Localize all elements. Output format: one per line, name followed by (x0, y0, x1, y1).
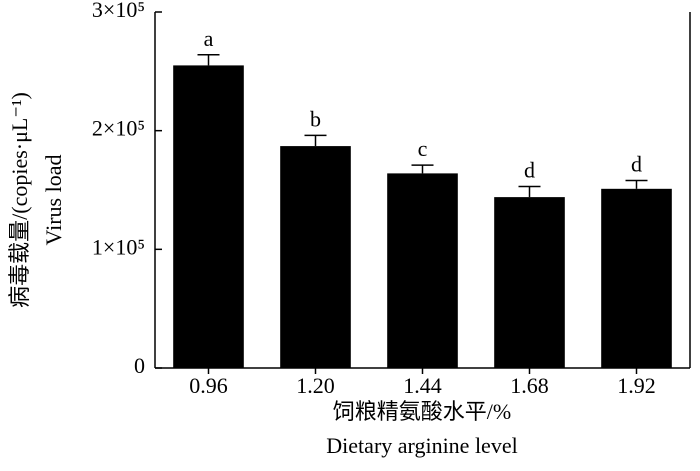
x-tick-label: 1.44 (403, 373, 442, 398)
y-axis-label: Virus load (41, 155, 66, 246)
y-tick-label: 3×10⁵ (92, 0, 145, 22)
x-tick-label: 1.92 (617, 373, 656, 398)
annotation: a (204, 26, 214, 51)
y-tick-label: 0 (134, 353, 145, 378)
bar (280, 146, 351, 368)
x-tick-label: 0.96 (189, 373, 228, 398)
annotation: d (631, 152, 642, 177)
x-tick-label: 1.68 (510, 373, 549, 398)
bar (494, 197, 565, 368)
y-tick-label: 2×10⁵ (92, 116, 145, 141)
bar (387, 173, 458, 368)
bar (173, 65, 244, 369)
x-tick-label: 1.20 (296, 373, 335, 398)
annotation: c (418, 136, 428, 161)
y-tick-label: 1×10⁵ (92, 234, 145, 259)
x-axis-label: Dietary arginine level (326, 433, 517, 458)
annotation: b (310, 106, 321, 131)
annotation: d (524, 157, 535, 182)
y-axis-label: 病毒载量/(copies·μL⁻¹) (7, 92, 32, 308)
x-axis-label: 饲粮精氨酸水平/% (333, 399, 511, 424)
bar (601, 188, 672, 368)
